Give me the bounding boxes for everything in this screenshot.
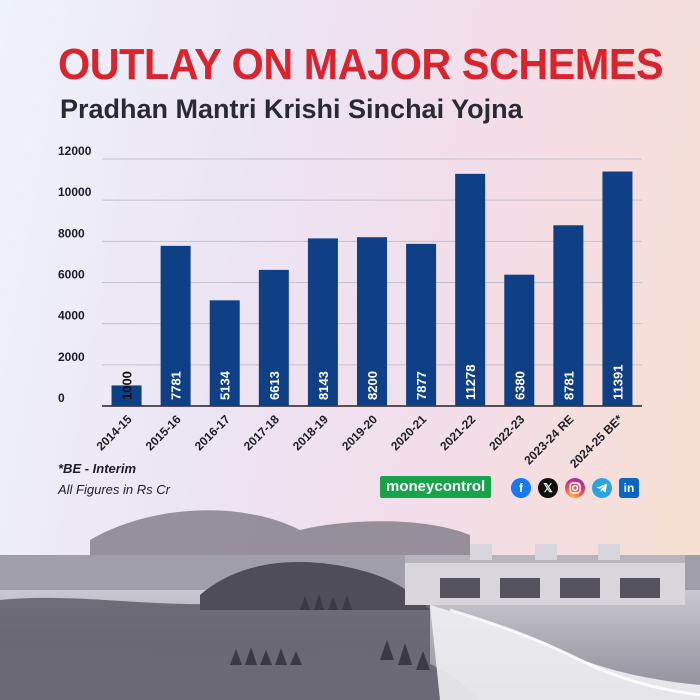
data-label: 7877 xyxy=(414,371,429,400)
main-title: OUTLAY ON MAJOR SCHEMES xyxy=(58,40,664,89)
telegram-icon[interactable] xyxy=(592,478,612,498)
x-tick-label: 2016-17 xyxy=(192,412,233,453)
data-label: 8781 xyxy=(561,371,576,400)
y-tick-label: 12000 xyxy=(58,144,92,158)
bar xyxy=(209,300,240,406)
bar xyxy=(357,237,387,406)
bar xyxy=(160,245,191,406)
bar xyxy=(258,269,289,406)
subtitle: Pradhan Mantri Krishi Sinchai Yojna xyxy=(60,94,523,124)
data-label: 8200 xyxy=(365,371,380,400)
bar-chart: 0 2000 4000 6000 8000 10000 12000 1000 2014-15 77… xyxy=(58,144,642,470)
data-label: 8143 xyxy=(316,371,331,400)
y-tick-label: 6000 xyxy=(58,268,85,282)
y-tick-label: 0 xyxy=(58,391,65,405)
data-label: 6613 xyxy=(267,371,282,400)
x-tick-label: 2021-22 xyxy=(437,412,478,453)
data-label: 1000 xyxy=(120,371,135,400)
bar xyxy=(504,274,535,406)
brand-name: moneycontrol xyxy=(386,478,486,495)
footnote: *BE - Interim xyxy=(58,461,137,476)
bar xyxy=(307,238,338,406)
x-icon[interactable]: 𝕏 xyxy=(538,478,558,498)
bar xyxy=(406,243,437,406)
linkedin-icon[interactable]: in xyxy=(619,478,639,498)
y-tick-label: 2000 xyxy=(58,350,85,364)
data-label: 5134 xyxy=(218,370,233,400)
y-tick-label: 4000 xyxy=(58,309,85,323)
y-tick-label: 10000 xyxy=(58,185,92,199)
x-tick-label: 2022-23 xyxy=(486,412,527,453)
bar xyxy=(455,173,486,406)
x-tick-label: 2015-16 xyxy=(143,412,184,453)
x-tick-label: 2018-19 xyxy=(290,412,331,453)
x-tick-label: 2019-20 xyxy=(339,412,380,453)
facebook-icon[interactable]: f xyxy=(511,478,531,498)
x-tick-label: 2024-25 BE* xyxy=(567,412,626,470)
bar xyxy=(602,171,633,406)
data-label: 7781 xyxy=(169,371,184,400)
data-label: 11278 xyxy=(463,365,478,400)
x-tick-label: 2014-15 xyxy=(94,412,135,453)
data-label: 11391 xyxy=(610,365,625,400)
x-tick-label: 2020-21 xyxy=(388,412,429,453)
units-note: All Figures in Rs Cr xyxy=(58,482,170,497)
social-icons: f 𝕏 in xyxy=(511,478,639,498)
instagram-icon[interactable] xyxy=(565,478,585,498)
bar xyxy=(553,225,584,406)
x-tick-label: 2017-18 xyxy=(241,412,282,453)
bar xyxy=(111,385,142,406)
dam-landscape-illustration xyxy=(0,510,700,700)
moneycontrol-logo: moneycontrol xyxy=(380,476,492,498)
data-label: 6380 xyxy=(512,371,527,400)
y-tick-label: 8000 xyxy=(58,226,85,240)
